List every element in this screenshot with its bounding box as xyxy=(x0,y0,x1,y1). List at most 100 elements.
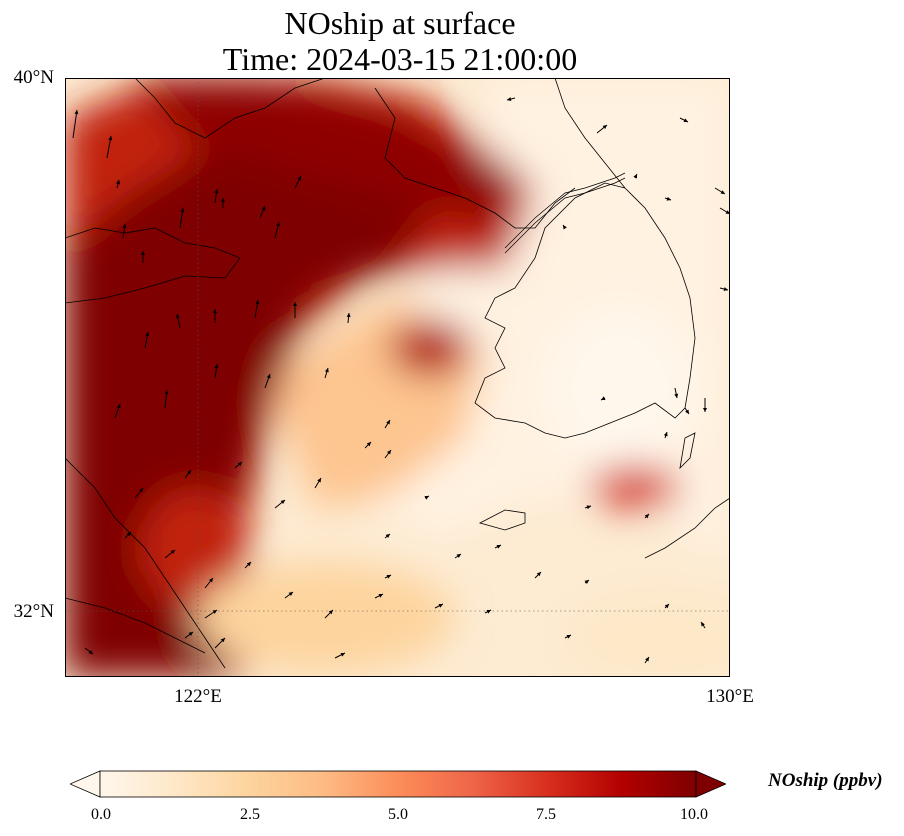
wind-arrow-head xyxy=(346,313,351,318)
wind-arrow-head xyxy=(324,368,329,373)
wind-arrow-head xyxy=(126,532,131,537)
wind-arrow-head xyxy=(633,174,637,179)
wind-arrow-head xyxy=(685,409,689,414)
wind-arrow-head xyxy=(683,118,688,122)
wind-arrow-head xyxy=(723,287,728,291)
wind-arrow-head xyxy=(220,638,225,643)
wind-arrow-head xyxy=(386,420,390,425)
wind-arrow-head xyxy=(74,110,79,115)
coastline-china-north xyxy=(65,227,241,304)
wind-arrow-head xyxy=(288,592,293,596)
wind-arrow-head xyxy=(507,97,512,101)
wind-arrow-head xyxy=(385,534,390,539)
wind-arrow-head xyxy=(602,125,607,130)
wind-arrow-head xyxy=(601,396,606,400)
coastline-yangtze xyxy=(65,597,206,654)
colorbar-extend-high xyxy=(695,770,726,798)
wind-arrow-head xyxy=(666,196,671,201)
wind-arrow-head xyxy=(208,578,213,583)
wind-arrow-head xyxy=(486,610,491,614)
coastline-dmz xyxy=(504,172,626,249)
wind-arrow-head xyxy=(386,575,391,579)
map-canvas xyxy=(65,78,730,677)
wind-arrow-head xyxy=(644,514,649,519)
field-blob-southeast xyxy=(565,593,730,677)
coastline-north-korea-west xyxy=(374,87,576,229)
wind-arrow-head xyxy=(261,206,266,211)
wind-arrow-head xyxy=(297,176,301,181)
wind-arrow-head xyxy=(725,210,730,214)
coastline-jeju xyxy=(478,509,526,531)
map-border xyxy=(65,78,730,677)
map-panel xyxy=(65,78,730,677)
wind-arrow-head xyxy=(141,251,145,255)
wind-arrow-head xyxy=(145,332,150,337)
wind-arrow-head xyxy=(328,610,333,615)
wind-arrow-head xyxy=(170,550,175,555)
wind-arrow-head xyxy=(246,562,251,567)
lon-label-130e: 130°E xyxy=(706,686,754,707)
colorbar-gradient xyxy=(99,770,697,798)
coastline-china-east xyxy=(65,457,226,669)
wind-arrow-head xyxy=(496,545,501,549)
colorbar-tick-4: 10.0 xyxy=(680,806,708,823)
wind-arrow-head xyxy=(387,450,391,455)
wind-arrow-head xyxy=(108,136,113,141)
coastline-korea xyxy=(474,78,696,439)
wind-arrow-head xyxy=(586,505,591,510)
wind-arrow-head xyxy=(280,500,285,505)
wind-arrow-head xyxy=(674,393,679,398)
coastlines xyxy=(65,78,730,669)
wind-arrow-head xyxy=(164,390,169,395)
coastline-liaodong xyxy=(134,78,326,139)
colorbar-tick-0: 0.0 xyxy=(91,806,111,823)
wind-arrow-head xyxy=(237,462,242,467)
wind-arrow-head xyxy=(340,653,345,657)
coastline-kyushu xyxy=(679,432,696,470)
wind-arrow-head xyxy=(664,604,669,609)
wind-arrow-head xyxy=(213,309,217,313)
wind-arrow-shaft xyxy=(72,109,78,139)
wind-arrow-head xyxy=(175,314,180,319)
wind-arrow-head xyxy=(536,572,541,577)
colorbar-tick-2: 5.0 xyxy=(388,806,408,823)
wind-arrow-head xyxy=(566,635,571,639)
lon-label-122e: 122°E xyxy=(174,686,222,707)
concentration-field xyxy=(65,78,730,677)
wind-arrow-head xyxy=(212,610,217,614)
field-korea-minimum xyxy=(545,308,695,468)
wind-arrow-head xyxy=(214,364,219,369)
wind-arrow-head xyxy=(366,442,371,447)
wind-arrow-head xyxy=(138,488,143,493)
wind-arrow-head xyxy=(424,496,429,500)
wind-arrow-head xyxy=(663,432,668,437)
wind-arrow-head xyxy=(456,554,461,558)
wind-vectors xyxy=(72,97,730,664)
field-blob-center xyxy=(390,320,470,376)
wind-arrow-head xyxy=(188,632,193,636)
wind-arrow-head xyxy=(720,190,725,194)
wind-arrow-head xyxy=(645,657,649,662)
map-subtitle-time: Time: 2024-03-15 21:00:00 xyxy=(222,41,578,77)
wind-arrow-head xyxy=(563,225,567,230)
lat-label-32n: 32°N xyxy=(13,601,54,622)
field-blob-east xyxy=(590,466,680,510)
wind-arrow-head xyxy=(317,478,321,483)
colorbar xyxy=(70,770,726,798)
colorbar-tick-1: 2.5 xyxy=(240,806,260,823)
wind-arrow-head xyxy=(116,180,120,185)
wind-arrow-head xyxy=(266,374,271,379)
lat-label-40n: 40°N xyxy=(13,67,54,88)
map-title: NOship at surface xyxy=(284,5,516,41)
colorbar-extend-low xyxy=(70,770,101,798)
wind-arrow-head xyxy=(293,302,297,306)
wind-arrow-head xyxy=(221,198,225,202)
wind-arrow-head xyxy=(88,650,93,654)
wind-arrow-head xyxy=(180,208,185,213)
colorbar-tick-3: 7.5 xyxy=(536,806,556,823)
wind-arrow-head xyxy=(214,189,219,194)
wind-arrow-head xyxy=(116,404,121,409)
wind-arrow-head xyxy=(122,224,127,229)
coastline-kyushu-south xyxy=(644,497,730,559)
field-upper-band xyxy=(135,78,515,228)
